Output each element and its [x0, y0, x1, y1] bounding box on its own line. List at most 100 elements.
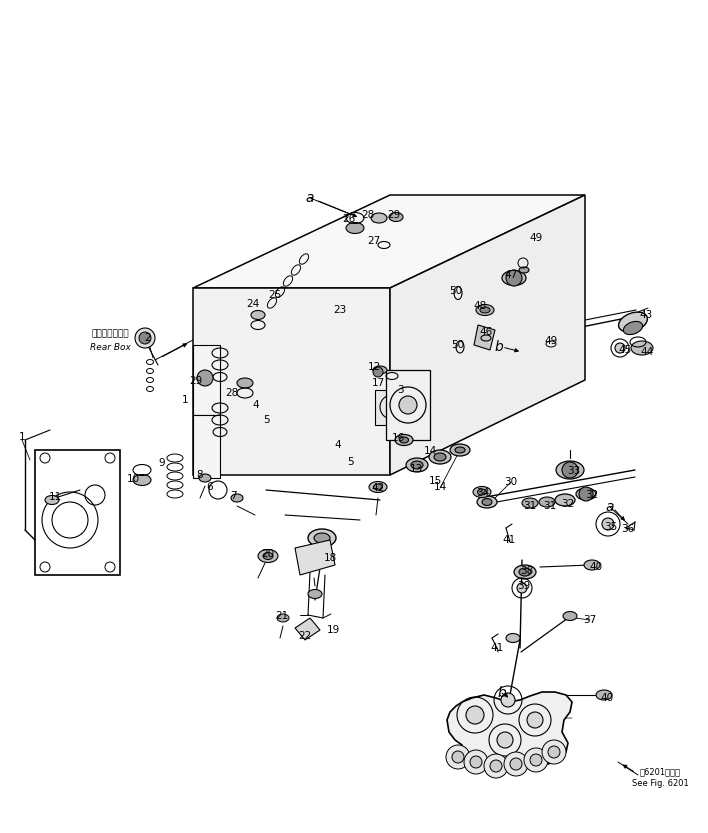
Text: リヤーボックス: リヤーボックス: [91, 330, 129, 338]
Ellipse shape: [314, 533, 330, 543]
Circle shape: [197, 370, 213, 386]
Ellipse shape: [231, 494, 243, 502]
Text: 9: 9: [159, 458, 165, 468]
Text: 15: 15: [428, 476, 442, 486]
Ellipse shape: [308, 529, 336, 547]
Polygon shape: [193, 415, 220, 478]
Ellipse shape: [429, 450, 451, 464]
Text: 22: 22: [298, 631, 312, 641]
Ellipse shape: [455, 447, 465, 453]
Ellipse shape: [476, 305, 494, 316]
Ellipse shape: [399, 437, 409, 443]
Polygon shape: [295, 540, 335, 575]
Text: 20: 20: [261, 549, 275, 559]
Circle shape: [139, 332, 151, 344]
Ellipse shape: [371, 213, 387, 223]
Text: 18: 18: [324, 553, 336, 563]
Ellipse shape: [563, 611, 577, 621]
Circle shape: [135, 328, 155, 348]
Text: 50: 50: [450, 286, 462, 296]
Ellipse shape: [576, 488, 596, 500]
Ellipse shape: [480, 307, 490, 313]
Circle shape: [490, 760, 502, 772]
Text: 21: 21: [275, 611, 289, 621]
Text: 28: 28: [225, 388, 239, 398]
Text: 19: 19: [326, 625, 340, 635]
Polygon shape: [390, 195, 585, 475]
Circle shape: [615, 343, 625, 353]
Text: 40: 40: [600, 693, 614, 703]
Text: 7: 7: [229, 491, 236, 501]
Ellipse shape: [374, 484, 382, 490]
Ellipse shape: [482, 498, 492, 506]
Ellipse shape: [263, 552, 273, 560]
Text: 5: 5: [347, 457, 353, 467]
Circle shape: [506, 270, 522, 286]
Text: a: a: [606, 500, 615, 514]
Text: 39: 39: [518, 581, 530, 591]
Text: 50: 50: [452, 340, 464, 350]
Text: b: b: [495, 340, 503, 354]
Ellipse shape: [434, 453, 446, 461]
Text: 3: 3: [396, 385, 404, 395]
Ellipse shape: [631, 341, 653, 355]
Circle shape: [464, 750, 488, 774]
Ellipse shape: [45, 496, 59, 505]
Polygon shape: [474, 325, 495, 350]
Ellipse shape: [450, 444, 470, 456]
Circle shape: [530, 754, 542, 766]
Text: 49: 49: [530, 233, 542, 243]
Ellipse shape: [539, 497, 555, 507]
Ellipse shape: [369, 481, 387, 492]
Text: 25: 25: [268, 290, 282, 300]
Ellipse shape: [251, 311, 265, 320]
Ellipse shape: [308, 590, 322, 598]
Circle shape: [517, 583, 527, 593]
Text: 16: 16: [392, 433, 405, 443]
Polygon shape: [447, 692, 572, 764]
Text: 4: 4: [335, 440, 341, 450]
Text: 33: 33: [567, 466, 581, 476]
Ellipse shape: [519, 267, 529, 273]
Text: 28: 28: [361, 210, 375, 220]
Polygon shape: [375, 390, 410, 425]
Text: 35: 35: [605, 522, 617, 532]
Text: 14: 14: [433, 482, 447, 492]
Text: 48: 48: [474, 301, 486, 311]
Ellipse shape: [506, 634, 520, 642]
Ellipse shape: [477, 489, 486, 495]
Text: 24: 24: [246, 299, 260, 309]
Text: 第6201図参照: 第6201図参照: [639, 767, 680, 776]
Text: 8: 8: [197, 470, 203, 480]
Ellipse shape: [555, 494, 575, 506]
Text: 32: 32: [586, 490, 599, 500]
Text: 31: 31: [523, 501, 537, 511]
Circle shape: [387, 402, 397, 412]
Text: b: b: [498, 686, 506, 700]
Circle shape: [504, 752, 528, 776]
Ellipse shape: [477, 496, 497, 508]
Text: 14: 14: [423, 446, 437, 456]
Ellipse shape: [133, 475, 151, 486]
Ellipse shape: [522, 498, 538, 508]
Ellipse shape: [514, 565, 536, 579]
Text: 6: 6: [207, 482, 213, 492]
Text: 29: 29: [387, 210, 401, 220]
Ellipse shape: [277, 614, 289, 622]
Circle shape: [399, 396, 417, 414]
Text: 45: 45: [618, 345, 632, 355]
Circle shape: [524, 748, 548, 772]
Ellipse shape: [395, 435, 413, 446]
Circle shape: [501, 693, 515, 707]
Text: Rear Box: Rear Box: [90, 342, 130, 352]
Text: 44: 44: [640, 347, 653, 357]
Text: 12: 12: [367, 362, 381, 372]
Circle shape: [466, 706, 484, 724]
Text: 38: 38: [520, 566, 534, 576]
Text: 2: 2: [144, 333, 152, 343]
Circle shape: [510, 758, 522, 770]
Ellipse shape: [373, 366, 387, 374]
Text: 1: 1: [182, 395, 188, 405]
Ellipse shape: [389, 212, 403, 222]
Polygon shape: [193, 288, 390, 475]
